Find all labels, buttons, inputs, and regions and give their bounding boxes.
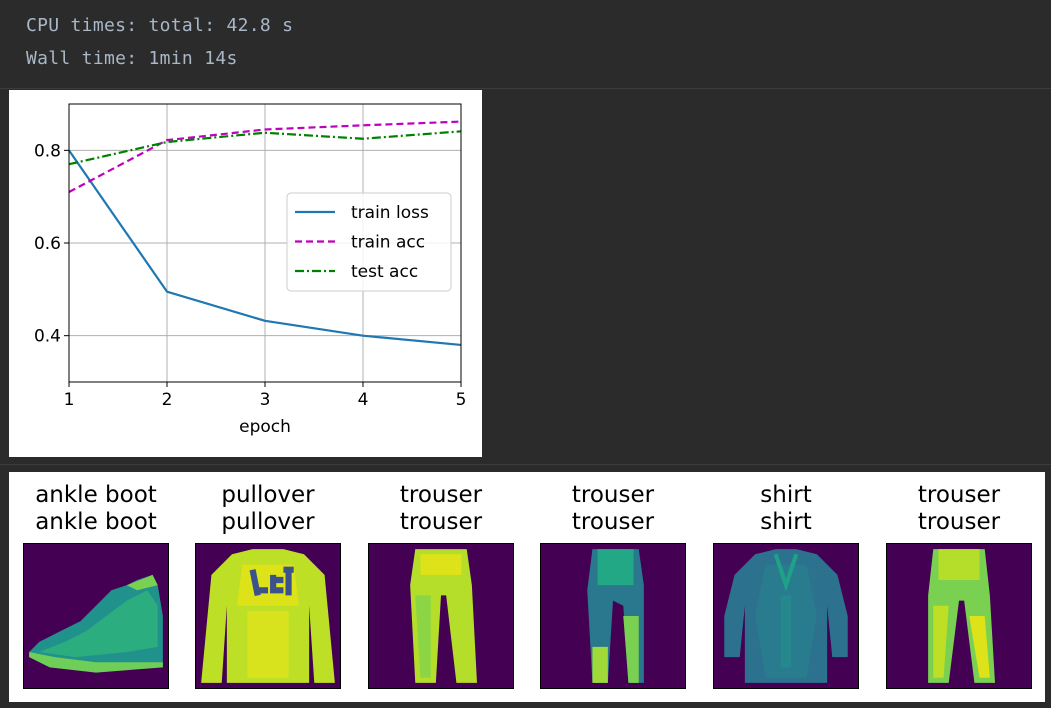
- y-tick-label: 0.8: [34, 141, 61, 161]
- gallery-item-trouser: trouser trouser: [886, 472, 1032, 702]
- legend-label: train acc: [351, 233, 425, 253]
- true-label: trouser: [917, 482, 1001, 508]
- legend-label: train loss: [351, 203, 429, 223]
- trouser-image: [886, 543, 1032, 689]
- x-tick-label: 3: [260, 390, 271, 410]
- gallery-item-ankle-boot: ankle boot ankle boot: [23, 472, 169, 702]
- pred-label: trouser: [571, 509, 655, 535]
- y-tick-label: 0.4: [34, 327, 61, 347]
- pred-label: pullover: [221, 509, 315, 535]
- prediction-gallery: ankle boot ankle boot pullover pullover: [9, 472, 1045, 702]
- series-line-test-acc: [68, 130, 462, 166]
- pred-label: shirt: [760, 509, 812, 535]
- true-label: ankle boot: [35, 482, 157, 508]
- series-line-train-loss: [68, 149, 462, 347]
- training-chart-svg: 1 2 3 4 5 0.4 0.6 0.8 epoch train loss train acc te…: [34, 103, 467, 437]
- wall-time-text: Wall time: 1min 14s: [26, 48, 238, 69]
- gallery-item-trouser: trouser trouser: [368, 472, 514, 702]
- trouser-image: [540, 543, 686, 689]
- gallery-item-trouser: trouser trouser: [540, 472, 686, 702]
- pred-label: trouser: [917, 509, 1001, 535]
- series-line-train-acc: [68, 120, 462, 194]
- true-label: trouser: [399, 482, 483, 508]
- pred-label: trouser: [399, 509, 483, 535]
- x-tick-label: 4: [358, 390, 369, 410]
- trouser-image: [368, 543, 514, 689]
- cell-output-console: CPU times: total: 42.8 s Wall time: 1min…: [0, 0, 1051, 89]
- x-tick-label: 1: [64, 390, 75, 410]
- true-label: pullover: [221, 482, 315, 508]
- pred-label: ankle boot: [35, 509, 157, 535]
- y-tick-label: 0.6: [34, 234, 61, 254]
- x-axis-label: epoch: [239, 417, 291, 437]
- output-divider: [0, 464, 1051, 465]
- gallery-item-shirt: shirt shirt: [713, 472, 859, 702]
- true-label: shirt: [760, 482, 812, 508]
- x-tick-label: 2: [162, 390, 173, 410]
- training-chart: 1 2 3 4 5 0.4 0.6 0.8 epoch train loss train acc te…: [9, 90, 482, 457]
- pullover-image: [195, 543, 341, 689]
- legend-box: [286, 192, 452, 292]
- legend-label: test acc: [351, 262, 418, 282]
- shirt-image: [713, 543, 859, 689]
- cpu-times-text: CPU times: total: 42.8 s: [26, 15, 294, 36]
- x-tick-label: 5: [456, 390, 467, 410]
- true-label: trouser: [571, 482, 655, 508]
- ankle-boot-image: [23, 543, 169, 689]
- gallery-item-pullover: pullover pullover: [195, 472, 341, 702]
